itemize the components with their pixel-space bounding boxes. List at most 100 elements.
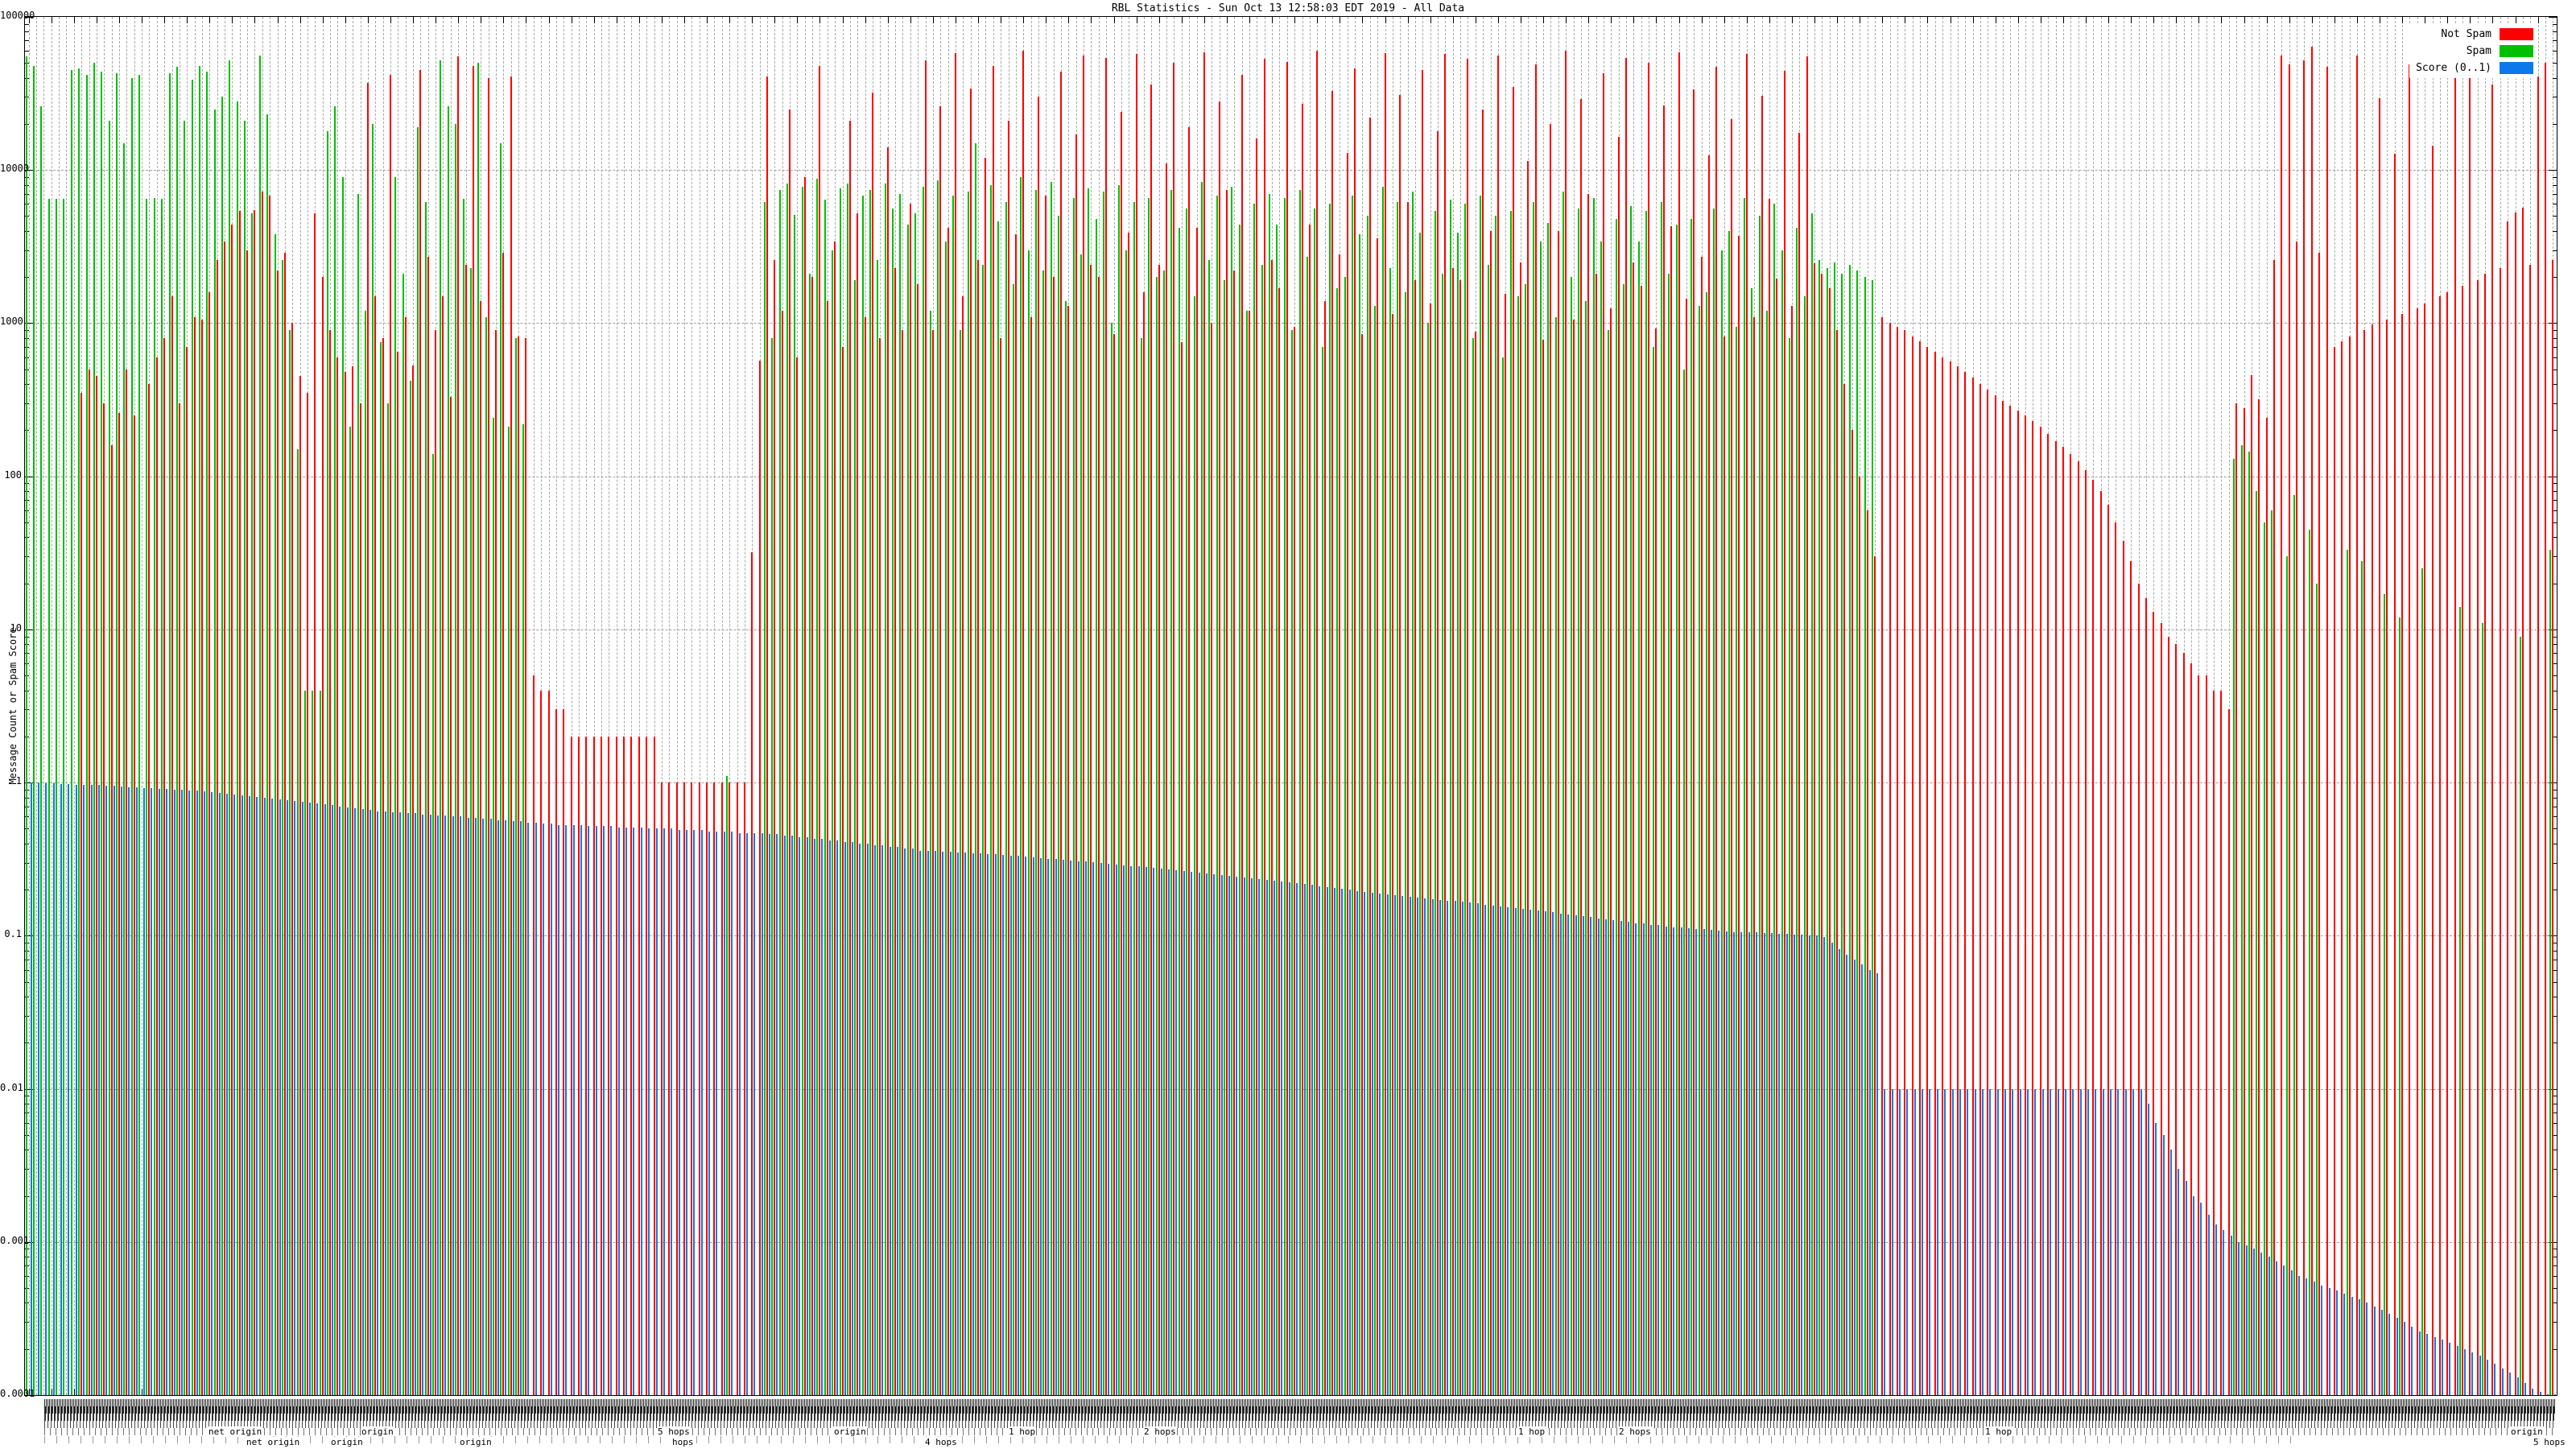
score-bar bbox=[927, 850, 929, 1395]
score-bar bbox=[2501, 1368, 2504, 1395]
spam-bar bbox=[372, 123, 374, 1395]
not-spam-bar bbox=[1971, 378, 1974, 1395]
not-spam-bar bbox=[789, 109, 791, 1395]
y-major-tick bbox=[2549, 170, 2557, 171]
not-spam-bar bbox=[1662, 105, 1665, 1395]
not-spam-bar bbox=[2355, 55, 2358, 1395]
not-spam-bar bbox=[1474, 332, 1476, 1395]
spam-bar bbox=[386, 402, 389, 1395]
spam-bar bbox=[341, 176, 344, 1395]
score-bar bbox=[1160, 869, 1162, 1395]
score-bar bbox=[429, 814, 431, 1395]
score-bar bbox=[799, 836, 801, 1395]
x-tick-top bbox=[299, 17, 301, 23]
not-spam-bar bbox=[1745, 54, 1748, 1395]
score-bar bbox=[1575, 914, 1577, 1395]
score-bar bbox=[166, 788, 168, 1395]
not-spam-bar bbox=[216, 259, 218, 1395]
not-spam-bar bbox=[758, 360, 761, 1395]
not-spam-bar bbox=[1150, 85, 1153, 1395]
y-gridline bbox=[25, 935, 2557, 937]
y-minor-tick bbox=[2553, 176, 2557, 178]
score-bar bbox=[1092, 862, 1095, 1395]
y-minor-tick bbox=[2553, 675, 2557, 677]
spam-bar bbox=[327, 130, 329, 1395]
not-spam-bar bbox=[1610, 308, 1612, 1395]
score-bar bbox=[1929, 1088, 1931, 1395]
score-bar bbox=[745, 832, 748, 1395]
spam-bar bbox=[1834, 262, 1836, 1395]
spam-bar bbox=[877, 259, 879, 1395]
not-spam-bar bbox=[909, 204, 911, 1395]
not-spam-bar bbox=[683, 782, 685, 1395]
not-spam-bar bbox=[848, 120, 851, 1395]
not-spam-bar bbox=[2514, 212, 2516, 1395]
score-bar bbox=[1597, 918, 1600, 1395]
score-bar bbox=[1537, 910, 1539, 1395]
score-bar bbox=[1913, 1088, 1916, 1395]
y-minor-tick bbox=[2553, 816, 2557, 818]
x-axis-labels-overlap-row bbox=[44, 1406, 2556, 1414]
spam-bar bbox=[251, 213, 254, 1395]
score-bar bbox=[1137, 866, 1140, 1395]
not-spam-bar bbox=[1987, 389, 1989, 1395]
spam-bar bbox=[424, 201, 427, 1395]
score-bar bbox=[452, 816, 454, 1395]
not-spam-bar bbox=[2062, 447, 2064, 1395]
x-label-fragment: 5 hops bbox=[2533, 1437, 2566, 1447]
score-bar bbox=[2019, 1088, 2021, 1395]
score-bar bbox=[1853, 959, 1856, 1395]
score-bar bbox=[2554, 1394, 2557, 1395]
x-tick-top bbox=[1023, 17, 1025, 23]
score-bar bbox=[203, 791, 205, 1395]
not-spam-bar bbox=[939, 106, 942, 1395]
spam-bar bbox=[507, 427, 510, 1395]
x-tick-top bbox=[1317, 17, 1319, 23]
spam-bar bbox=[2346, 550, 2348, 1395]
y-gridline bbox=[25, 1088, 2557, 1090]
spam-bar bbox=[485, 316, 487, 1395]
not-spam-bar bbox=[103, 402, 105, 1395]
spam-bar bbox=[1411, 192, 1414, 1395]
spam-bar bbox=[1871, 280, 1873, 1395]
not-spam-bar bbox=[1655, 328, 1657, 1395]
score-bar bbox=[1002, 854, 1005, 1395]
not-spam-bar bbox=[2476, 280, 2479, 1395]
score-bar bbox=[2207, 1215, 2210, 1395]
score-bar bbox=[595, 826, 597, 1395]
spam-bar bbox=[846, 183, 848, 1395]
score-bar bbox=[1974, 1088, 1976, 1395]
score-bar bbox=[1650, 924, 1653, 1395]
y-minor-tick bbox=[2553, 1122, 2557, 1124]
spam-bar bbox=[175, 67, 178, 1395]
x-gridline bbox=[707, 17, 708, 1395]
spam-bar bbox=[1509, 211, 1512, 1395]
not-spam-bar bbox=[1693, 89, 1695, 1395]
y-tick-label: 10 bbox=[10, 621, 22, 634]
x-axis-labels-overlap-row bbox=[44, 1436, 2298, 1443]
not-spam-bar bbox=[1633, 262, 1635, 1395]
x-tick-top bbox=[1294, 17, 1296, 23]
spam-bar bbox=[1811, 213, 1814, 1395]
not-spam-bar bbox=[2258, 398, 2260, 1395]
score-bar bbox=[2487, 1360, 2489, 1395]
x-tick-top bbox=[661, 17, 663, 23]
not-spam-bar bbox=[615, 736, 617, 1395]
score-bar bbox=[1371, 893, 1373, 1395]
score-bar bbox=[911, 848, 914, 1395]
not-spam-bar bbox=[1505, 294, 1507, 1395]
score-bar bbox=[716, 831, 718, 1395]
spam-bar bbox=[1848, 265, 1851, 1395]
not-spam-bar bbox=[1496, 55, 1499, 1395]
spam-bar bbox=[1005, 201, 1007, 1395]
score-bar bbox=[1530, 909, 1532, 1395]
x-gridline bbox=[691, 17, 693, 1395]
score-bar bbox=[52, 782, 55, 1395]
x-tick-top bbox=[1272, 17, 1274, 23]
not-spam-bar bbox=[1911, 336, 1913, 1395]
not-spam-bar bbox=[601, 736, 603, 1395]
spam-bar bbox=[1494, 216, 1496, 1395]
spam-bar bbox=[1381, 186, 1384, 1395]
x-label-fragment: 1 hop bbox=[1984, 1426, 2013, 1437]
score-bar bbox=[369, 810, 371, 1395]
